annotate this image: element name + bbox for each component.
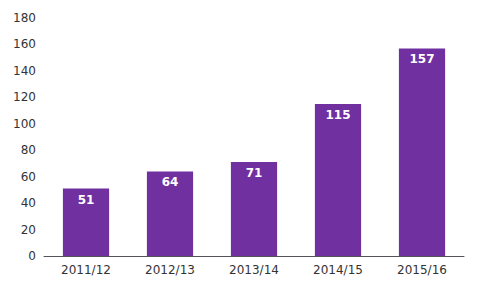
svg-text:160: 160	[13, 37, 36, 51]
svg-text:2015/16: 2015/16	[397, 263, 447, 277]
svg-text:0: 0	[28, 249, 36, 263]
svg-text:180: 180	[13, 11, 36, 25]
svg-text:157: 157	[409, 52, 434, 66]
svg-text:20: 20	[21, 223, 36, 237]
svg-text:115: 115	[325, 108, 350, 122]
svg-text:80: 80	[21, 143, 36, 157]
svg-text:120: 120	[13, 90, 36, 104]
svg-text:140: 140	[13, 64, 36, 78]
svg-text:2012/13: 2012/13	[145, 263, 195, 277]
svg-text:64: 64	[162, 175, 179, 189]
svg-text:51: 51	[78, 193, 95, 207]
svg-text:100: 100	[13, 117, 36, 131]
svg-text:2013/14: 2013/14	[229, 263, 279, 277]
svg-text:2014/15: 2014/15	[313, 263, 363, 277]
svg-text:2011/12: 2011/12	[61, 263, 111, 277]
svg-text:40: 40	[21, 196, 36, 210]
svg-text:71: 71	[246, 166, 263, 180]
svg-text:60: 60	[21, 170, 36, 184]
